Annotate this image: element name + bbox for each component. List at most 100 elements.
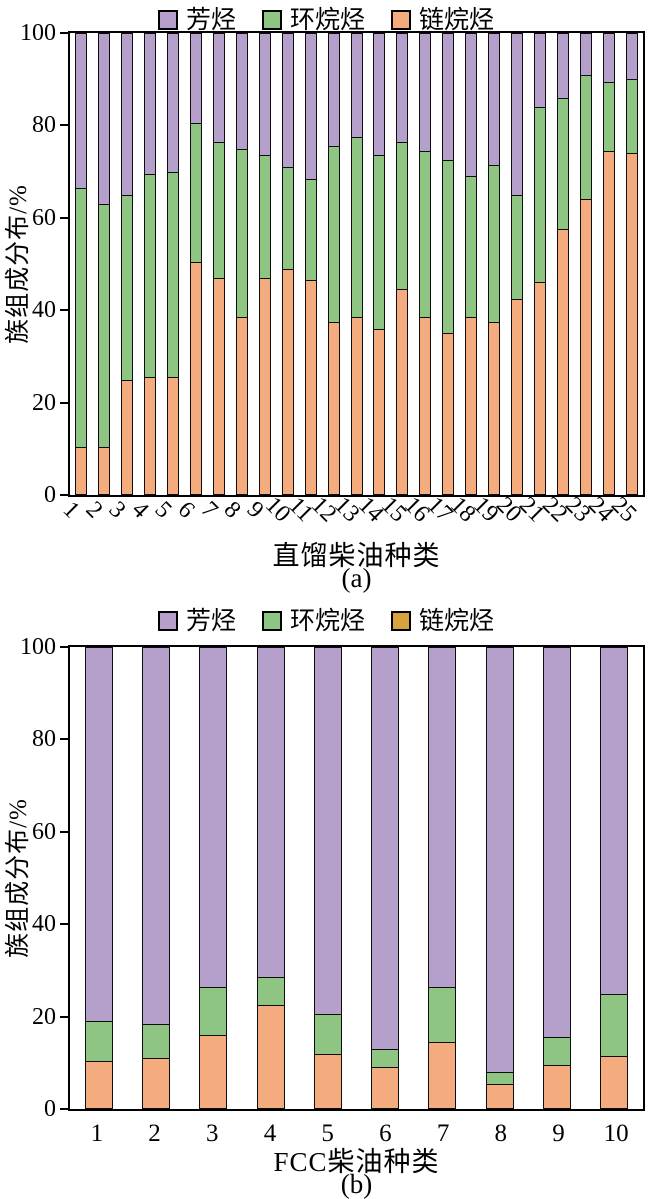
x-tick-labels-b: 1 2 3 4 5 6 7 8 9 10 [68, 1113, 645, 1155]
bar-segment-芳烃 [144, 33, 157, 174]
bar-slot [528, 33, 551, 495]
stacked-bar [533, 33, 546, 495]
x-tick-label: 3 [206, 1120, 219, 1147]
y-tick-label: 80 [32, 112, 56, 139]
bar-segment-链烷烃 [327, 321, 340, 495]
bar-slot [185, 647, 242, 1109]
bar-segment-链烷烃 [442, 333, 455, 495]
bar-segment-环烷烃 [428, 986, 457, 1043]
y-tick-mark [60, 738, 68, 741]
stacked-bar [625, 33, 638, 495]
bar-segment-链烷烃 [235, 317, 248, 495]
x-tick-label: 6 [379, 1120, 392, 1147]
bar-segment-环烷烃 [256, 977, 285, 1006]
bar-segment-环烷烃 [556, 97, 569, 230]
bar-segment-芳烃 [199, 647, 228, 987]
legend-swatch [261, 611, 282, 631]
x-tick-label: 1 [90, 1120, 104, 1147]
bar-segment-环烷烃 [579, 74, 592, 200]
bar-segment-链烷烃 [625, 153, 638, 495]
legend-item: 芳烃 [157, 609, 236, 634]
bar-segment-链烷烃 [428, 1042, 457, 1109]
legend-item: 环烷烃 [261, 6, 365, 34]
y-tick-mark [60, 923, 68, 926]
bar-segment-环烷烃 [465, 176, 478, 318]
stacked-bar [256, 647, 285, 1109]
stacked-bar [510, 33, 523, 495]
x-tick-label: 2 [148, 1120, 161, 1147]
bar-segment-环烷烃 [190, 123, 203, 262]
bar-slot [574, 33, 597, 495]
legend-item: 芳烃 [157, 6, 236, 34]
y-tick-mark [60, 494, 68, 496]
bar-segment-链烷烃 [256, 1005, 285, 1109]
bar-segment-环烷烃 [485, 1072, 514, 1084]
bar-segment-环烷烃 [167, 171, 180, 378]
bar-segment-芳烃 [256, 647, 285, 978]
x-tick-slot: 2 [126, 1113, 184, 1155]
bar-segment-芳烃 [258, 33, 271, 156]
bar-segment-链烷烃 [190, 261, 203, 495]
stacked-bar [199, 647, 228, 1109]
bar-slot [70, 33, 93, 495]
y-tick-label: 40 [32, 911, 56, 938]
stacked-bar [488, 33, 501, 495]
stacked-bar [373, 33, 386, 495]
y-axis-title: 族组成分布/% [5, 184, 32, 344]
bar-segment-环烷烃 [304, 178, 317, 281]
y-tick-label: 60 [32, 818, 56, 845]
bar-slot [460, 33, 483, 495]
y-axis-title: 族组成分布/% [5, 798, 32, 958]
bar-segment-芳烃 [75, 33, 88, 188]
bar-slot [414, 647, 471, 1109]
bar-segment-链烷烃 [144, 377, 157, 495]
stacked-bar [167, 33, 180, 495]
bar-segment-链烷烃 [396, 289, 409, 495]
x-axis-title: FCC柴油种类 [273, 1147, 440, 1177]
y-tick-mark [60, 1108, 68, 1110]
bar-segment-链烷烃 [465, 317, 478, 495]
bar-slot [185, 33, 208, 495]
bar-segment-环烷烃 [327, 146, 340, 322]
stacked-bar [258, 33, 271, 495]
bar-segment-芳烃 [281, 33, 294, 167]
bar-segment-环烷烃 [281, 167, 294, 269]
bar-slot [437, 33, 460, 495]
subfigure-caption: (a) [341, 563, 372, 593]
bar-slot [597, 33, 620, 495]
bar-segment-环烷烃 [600, 993, 629, 1056]
bar-segment-芳烃 [84, 647, 113, 1022]
stacked-bar [485, 647, 514, 1109]
legend-label: 芳烃 [185, 6, 236, 34]
bar-segment-芳烃 [419, 33, 432, 151]
bar-slot [483, 33, 506, 495]
bar-slot [620, 33, 643, 495]
x-tick-label: 4 [263, 1120, 277, 1147]
bar-segment-环烷烃 [442, 160, 455, 334]
bar-segment-链烷烃 [533, 282, 546, 495]
stacked-bar [600, 647, 629, 1109]
bar-segment-链烷烃 [141, 1058, 170, 1109]
bar-segment-环烷烃 [235, 148, 248, 318]
stacked-bar [371, 647, 400, 1109]
x-tick-label: 7 [436, 1120, 450, 1147]
x-tick-slot: 9 [530, 1113, 588, 1155]
bar-segment-环烷烃 [533, 106, 546, 283]
x-tick-slot: 5 [299, 1113, 357, 1155]
bar-segment-芳烃 [442, 33, 455, 161]
bar-segment-链烷烃 [602, 150, 615, 495]
x-tick-slot: 1 [68, 1113, 126, 1155]
bar-segment-芳烃 [465, 33, 478, 177]
x-tick-label: 5 [321, 1120, 334, 1147]
bar-segment-链烷烃 [419, 317, 432, 495]
bar-segment-芳烃 [98, 33, 111, 204]
bar-segment-链烷烃 [579, 199, 592, 495]
bar-slot [242, 647, 299, 1109]
stacked-bar [396, 33, 409, 495]
y-tick-mark [60, 216, 68, 219]
legend-a: 芳烃 环烷烃 链烷烃 [0, 2, 652, 38]
bar-segment-链烷烃 [313, 1053, 342, 1109]
legend-label: 环烷烃 [289, 6, 365, 34]
legend-item: 链烷烃 [391, 609, 494, 634]
bar-slot [528, 647, 585, 1109]
